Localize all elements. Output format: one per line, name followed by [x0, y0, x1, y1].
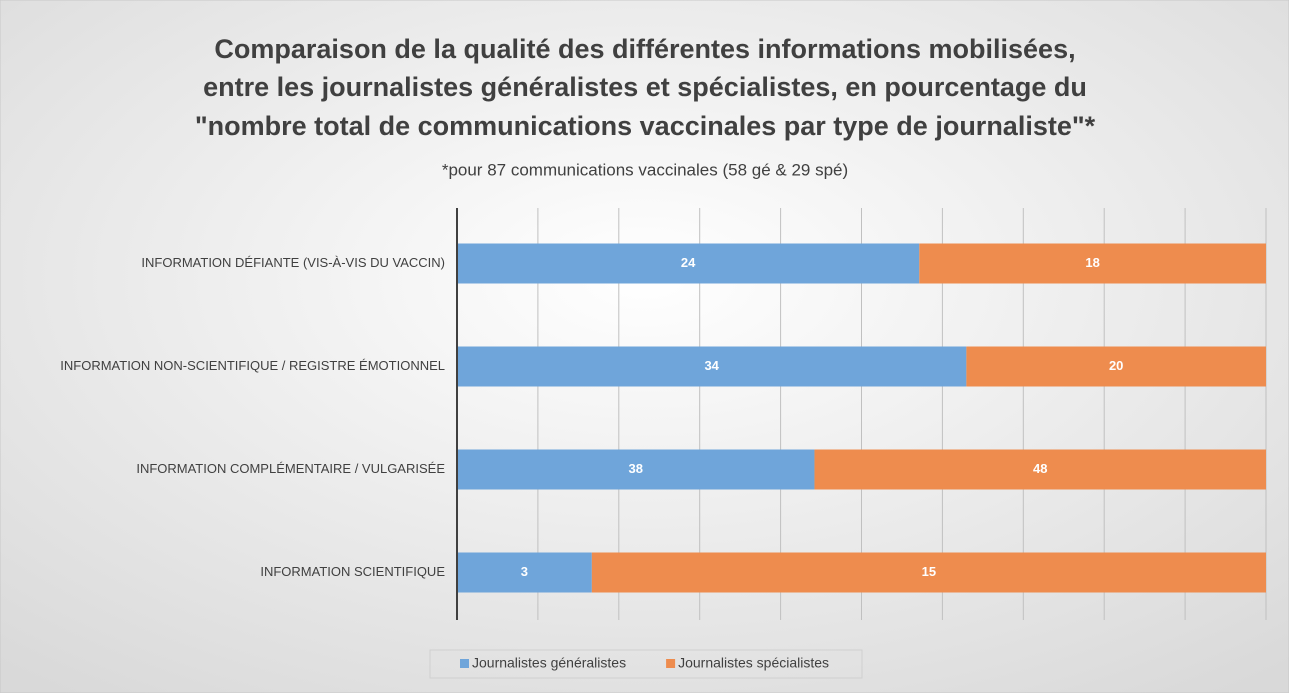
- data-label: 38: [628, 461, 642, 476]
- chart-title: Comparaison de la qualité des différente…: [214, 34, 1075, 64]
- y-tick-label: INFORMATION DÉFIANTE (VIS-À-VIS DU VACCI…: [141, 255, 445, 270]
- bar-segment: [966, 346, 1266, 387]
- legend-label: Journalistes généralistes: [472, 655, 626, 671]
- legend-box: [429, 649, 863, 679]
- bar-segment: [457, 346, 967, 387]
- data-label: 34: [704, 358, 719, 373]
- data-label: 15: [922, 564, 936, 579]
- data-label: 18: [1085, 255, 1099, 270]
- legend-swatch: [666, 659, 676, 668]
- chart-title: entre les journalistes généralistes et s…: [203, 72, 1087, 102]
- data-label: 3: [521, 564, 528, 579]
- y-tick-label: INFORMATION SCIENTIFIQUE: [260, 564, 445, 579]
- y-tick-label: INFORMATION NON-SCIENTIFIQUE / REGISTRE …: [60, 358, 445, 373]
- y-tick-label: INFORMATION COMPLÉMENTAIRE / VULGARISÉE: [136, 461, 445, 476]
- bar-segment: [457, 449, 815, 490]
- chart-subtitle: *pour 87 communications vaccinales (58 g…: [442, 160, 848, 179]
- bar-segment: [591, 552, 1266, 593]
- bar-segment: [919, 243, 1266, 284]
- bar-segment: [457, 552, 592, 593]
- legend-swatch: [460, 659, 469, 668]
- data-label: 20: [1109, 358, 1123, 373]
- bar-segment: [457, 243, 920, 284]
- data-label: 48: [1033, 461, 1047, 476]
- bar-segment: [814, 449, 1266, 490]
- data-label: 24: [681, 255, 696, 270]
- legend-label: Journalistes spécialistes: [678, 655, 829, 671]
- chart-title: "nombre total de communications vaccinal…: [195, 111, 1096, 141]
